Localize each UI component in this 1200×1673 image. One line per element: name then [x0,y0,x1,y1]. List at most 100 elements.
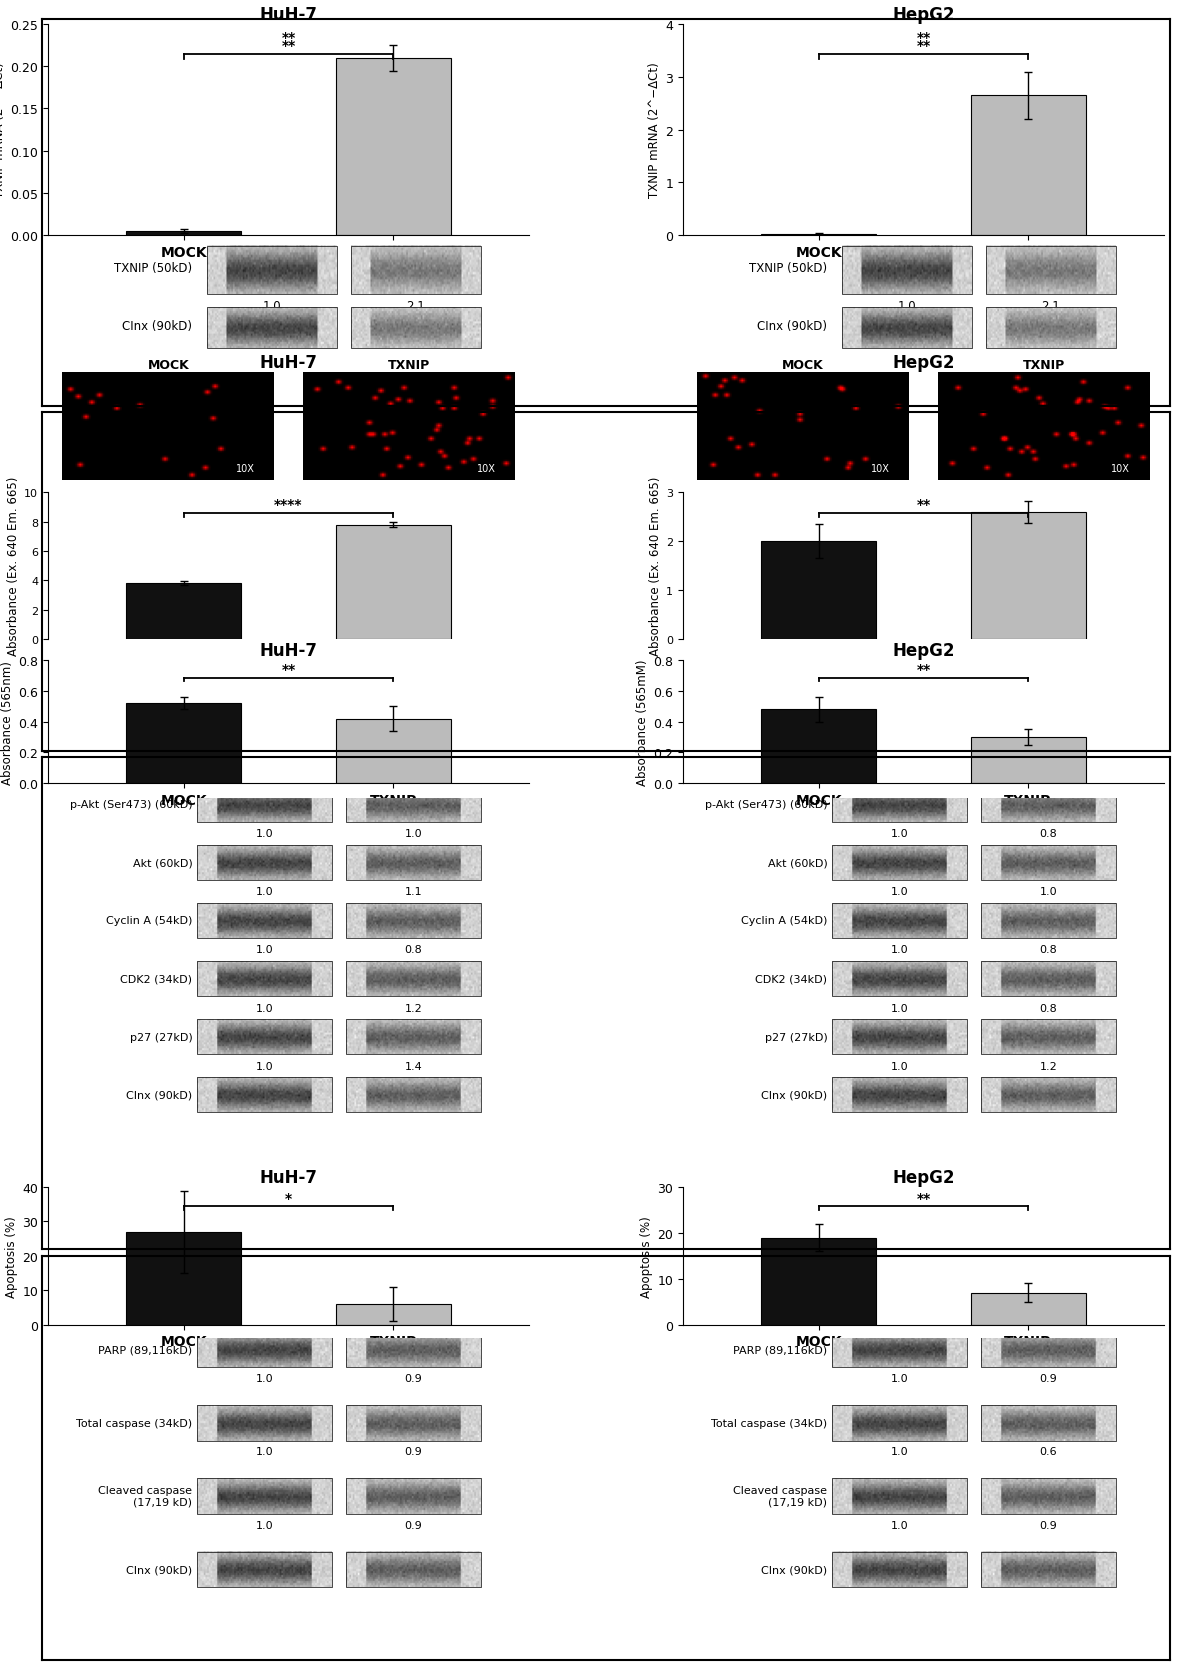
Text: 10X: 10X [871,463,890,473]
Text: 1.0: 1.0 [890,1061,908,1071]
Text: 1.0: 1.0 [256,887,274,897]
Y-axis label: Absorbance (Ex. 640 Em. 665): Absorbance (Ex. 640 Em. 665) [649,477,662,656]
Bar [347,1405,481,1440]
Text: 0.9: 0.9 [1039,1374,1057,1384]
Bar [986,308,1116,348]
Text: 1.0: 1.0 [890,1447,908,1457]
Title: HuH-7: HuH-7 [259,1168,318,1186]
Bar [347,1077,481,1113]
Bar [832,1332,967,1367]
Bar [347,962,481,997]
Text: CInx (90kD): CInx (90kD) [761,1564,827,1574]
Bar [832,1553,967,1588]
Text: Akt (60kD): Akt (60kD) [132,858,192,868]
Text: 1.0: 1.0 [898,299,916,313]
Text: CDK2 (34kD): CDK2 (34kD) [120,974,192,984]
Title: HepG2: HepG2 [893,1168,955,1186]
Text: CInx (90kD): CInx (90kD) [757,320,827,333]
Bar [126,584,241,639]
Text: PARP (89,116kD): PARP (89,116kD) [733,1345,827,1355]
Bar [336,1305,451,1325]
Bar [982,1553,1116,1588]
Bar [832,1077,967,1113]
Bar [352,308,481,348]
Text: TXNIP: TXNIP [1022,360,1064,371]
Text: 1.0: 1.0 [256,828,274,838]
Text: 0.9: 0.9 [1039,1519,1057,1529]
Bar [832,1019,967,1054]
Bar [347,903,481,939]
Title: HuH-7: HuH-7 [259,641,318,659]
Bar [197,845,332,880]
Text: 1.0: 1.0 [890,945,908,955]
Bar [197,1553,332,1588]
Bar [761,542,876,639]
Bar [971,97,1086,236]
Bar [197,1405,332,1440]
Text: 0.9: 0.9 [404,1447,422,1457]
Bar [986,248,1116,294]
Bar [832,845,967,880]
Bar [206,308,337,348]
Text: 1.0: 1.0 [890,828,908,838]
Bar [347,1332,481,1367]
Text: *: * [284,1191,292,1205]
Bar [971,512,1086,639]
Text: 0.8: 0.8 [1039,828,1057,838]
Text: Cyclin A (54kD): Cyclin A (54kD) [740,915,827,925]
Bar [832,1479,967,1514]
Text: 1.1: 1.1 [404,887,422,897]
Bar [197,903,332,939]
Text: Total caspase (34kD): Total caspase (34kD) [76,1419,192,1429]
Text: Akt (60kD): Akt (60kD) [768,858,827,868]
Y-axis label: Apoptosis (%): Apoptosis (%) [5,1215,18,1297]
Text: **: ** [917,663,931,678]
Bar [761,1238,876,1325]
Text: **: ** [917,1191,931,1205]
Text: **: ** [917,38,931,52]
Text: 1.0: 1.0 [1039,887,1057,897]
Bar [347,1019,481,1054]
Text: 0.9: 0.9 [404,1519,422,1529]
Bar [336,59,451,236]
Text: MOCK: MOCK [782,360,824,371]
Bar [832,1405,967,1440]
Text: 1.2: 1.2 [404,1002,422,1012]
Bar [347,788,481,821]
Bar [832,903,967,939]
Text: PARP (89,116kD): PARP (89,116kD) [98,1345,192,1355]
Text: **: ** [917,499,931,512]
Text: Cleaved caspase
(17,19 kD): Cleaved caspase (17,19 kD) [733,1486,827,1507]
Text: **: ** [281,663,295,678]
Bar [197,1019,332,1054]
Y-axis label: Absorbance (565nm): Absorbance (565nm) [1,661,14,785]
Y-axis label: Absorbance (565mM): Absorbance (565mM) [636,659,649,785]
Bar [832,962,967,997]
Bar [126,704,241,783]
Bar [197,1332,332,1367]
Text: CDK2 (34kD): CDK2 (34kD) [755,974,827,984]
Text: 10X: 10X [476,463,496,473]
Title: HepG2: HepG2 [893,355,955,371]
Text: TXNIP: TXNIP [388,360,430,371]
Bar [197,1077,332,1113]
Text: CInx (90kD): CInx (90kD) [761,1091,827,1101]
Bar [197,962,332,997]
Text: MOCK: MOCK [148,360,190,371]
Text: 10X: 10X [1111,463,1130,473]
Text: 1.2: 1.2 [1039,1061,1057,1071]
Text: TXNIP (50kD): TXNIP (50kD) [749,261,827,274]
Title: HuH-7: HuH-7 [259,5,318,23]
Text: p-Akt (Ser473) (60kD): p-Akt (Ser473) (60kD) [70,800,192,810]
Bar [982,962,1116,997]
Text: 1.0: 1.0 [890,1519,908,1529]
Text: ****: **** [275,499,302,512]
Bar [832,788,967,821]
Title: HepG2: HepG2 [893,5,955,23]
Text: **: ** [917,32,931,45]
Text: 1.0: 1.0 [256,1519,274,1529]
Bar [982,1405,1116,1440]
Bar [347,845,481,880]
Bar [336,719,451,783]
Bar [761,709,876,783]
